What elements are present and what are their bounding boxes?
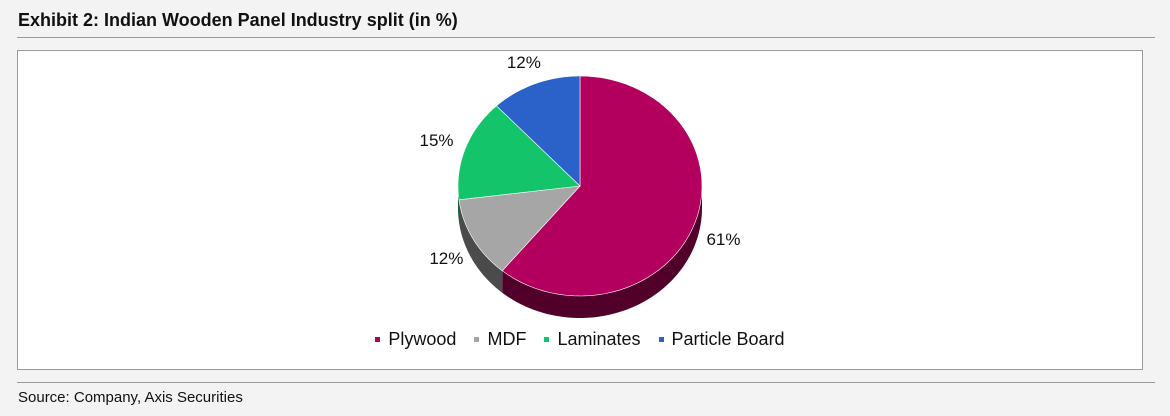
legend-item: MDF [474,329,526,350]
data-label: 12% [429,249,463,268]
chart-title: Exhibit 2: Indian Wooden Panel Industry … [18,10,458,30]
legend: Plywood MDF Laminates Particle Board [0,329,1160,350]
legend-label: MDF [487,329,527,349]
pie-slice-side [458,199,503,293]
pie-slice [457,105,581,201]
source-note: Source: Company, Axis Securities [18,389,243,406]
legend-swatch [658,337,664,342]
legend-label: Laminates [557,329,641,349]
legend-item: Particle Board [658,329,785,350]
pie-slice [458,185,581,272]
data-label: 15% [420,131,454,150]
legend-swatch [375,337,381,342]
data-label: 12% [507,53,541,72]
pie-slice-side [502,186,702,318]
title-rule [17,37,1155,38]
source-rule [17,382,1155,383]
pie-slice [496,75,581,187]
pie-slice [501,75,703,297]
legend-label: Particle Board [671,329,785,349]
legend-swatch [474,337,480,342]
legend-item: Plywood [375,329,456,350]
data-label: 61% [706,230,740,249]
legend-label: Plywood [388,329,457,349]
legend-swatch [544,337,550,342]
legend-item: Laminates [544,329,641,350]
